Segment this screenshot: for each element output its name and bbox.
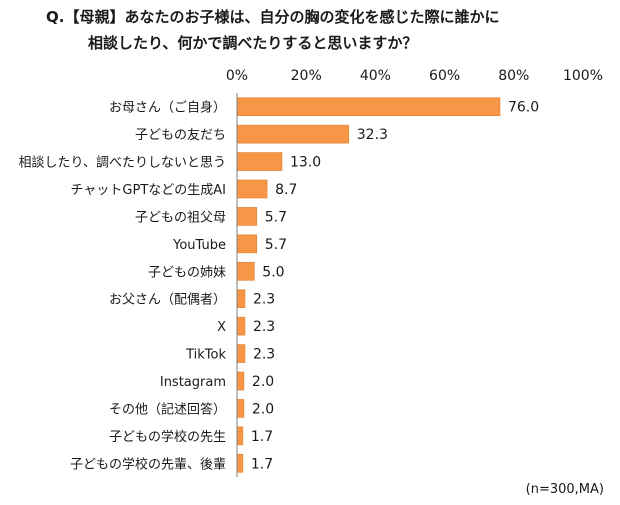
data-label: 1.7 xyxy=(251,429,273,445)
category-label: お父さん（配偶者） xyxy=(109,293,226,308)
bar xyxy=(236,453,244,473)
data-label: 2.3 xyxy=(253,319,275,335)
category-label: YouTube xyxy=(172,238,226,253)
bar xyxy=(236,399,245,418)
bar xyxy=(236,316,246,336)
data-label: 2.0 xyxy=(252,374,274,390)
data-label: 5.7 xyxy=(265,209,287,225)
bar xyxy=(236,261,255,281)
x-tick-label: 60% xyxy=(429,68,460,84)
category-labels: お母さん（ご自身） 子どもの友だち相談したり、調べたりしないと思うチャットGPTな… xyxy=(19,100,227,473)
data-label: 8.7 xyxy=(275,182,297,198)
x-tick-label: 20% xyxy=(291,68,322,84)
data-label: 1.7 xyxy=(251,456,273,472)
category-label: その他（記述回答） xyxy=(109,401,226,417)
category-label: お母さん（ご自身） xyxy=(109,100,226,116)
bar xyxy=(236,426,244,446)
data-label: 5.0 xyxy=(262,264,284,280)
data-label: 32.3 xyxy=(357,127,388,143)
bars-group xyxy=(236,97,501,473)
x-tick-label: 0% xyxy=(226,68,248,84)
data-label: 5.7 xyxy=(265,237,287,253)
category-label: チャットGPTなどの生成AI xyxy=(71,183,226,198)
category-label: 子どもの姉妹 xyxy=(148,265,226,280)
bar xyxy=(236,97,501,117)
category-label: 子どもの学校の先生 xyxy=(109,429,226,445)
data-label: 2.3 xyxy=(253,292,275,308)
bar xyxy=(236,152,283,171)
bar xyxy=(236,207,258,226)
data-label: 76.0 xyxy=(508,100,539,116)
bar xyxy=(236,344,246,363)
x-axis-ticks: 0% 20% 40% 60% 80% 100% xyxy=(226,68,603,84)
category-label: 相談したり、調べたりしないと思う xyxy=(19,155,226,171)
category-label: X xyxy=(217,320,226,335)
category-label: 子どもの学校の先輩、後輩 xyxy=(70,456,226,472)
chart-title-line2: 相談したり、何かで調べたりすると思いますか？ xyxy=(88,34,417,52)
bar xyxy=(236,289,246,309)
data-label: 2.0 xyxy=(252,401,274,417)
category-label: 子どもの祖父母 xyxy=(135,210,226,225)
data-label: 2.3 xyxy=(253,347,275,363)
category-label: Instagram xyxy=(160,375,226,390)
category-label: TikTok xyxy=(185,348,226,363)
value-labels: 76.0 32.3 13.0 8.7 5.7 5.7 5.0 2.3 2.3 2.3 2.0 2.0 1… xyxy=(251,100,539,473)
bar xyxy=(236,234,258,254)
sample-note: (n=300,MA) xyxy=(526,482,604,497)
category-label: 子どもの友だち xyxy=(135,127,226,143)
x-tick-label: 100% xyxy=(563,68,603,84)
bar xyxy=(236,124,350,144)
data-label: 13.0 xyxy=(290,155,321,171)
bar xyxy=(236,179,268,199)
chart-title-line1: Q.【母親】あなたのお子様は、自分の胸の変化を感じた際に誰かに xyxy=(46,8,499,26)
bar xyxy=(236,371,245,391)
x-tick-label: 80% xyxy=(498,68,529,84)
x-tick-label: 40% xyxy=(360,68,391,84)
